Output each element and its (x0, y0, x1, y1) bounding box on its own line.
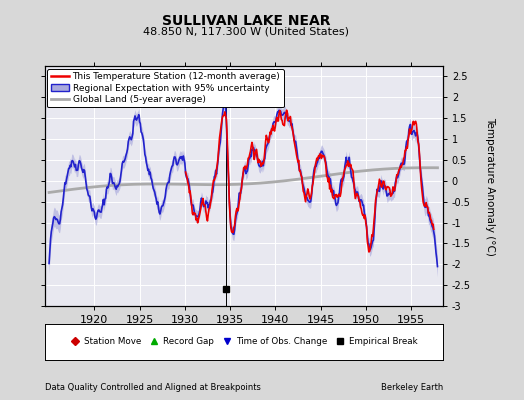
Y-axis label: Temperature Anomaly (°C): Temperature Anomaly (°C) (485, 116, 495, 256)
Text: SULLIVAN LAKE NEAR: SULLIVAN LAKE NEAR (162, 14, 331, 28)
Text: Data Quality Controlled and Aligned at Breakpoints: Data Quality Controlled and Aligned at B… (45, 383, 260, 392)
Legend: Station Move, Record Gap, Time of Obs. Change, Empirical Break: Station Move, Record Gap, Time of Obs. C… (67, 334, 421, 350)
Text: 48.850 N, 117.300 W (United States): 48.850 N, 117.300 W (United States) (143, 26, 350, 36)
Text: Berkeley Earth: Berkeley Earth (380, 383, 443, 392)
Legend: This Temperature Station (12-month average), Regional Expectation with 95% uncer: This Temperature Station (12-month avera… (47, 69, 284, 108)
